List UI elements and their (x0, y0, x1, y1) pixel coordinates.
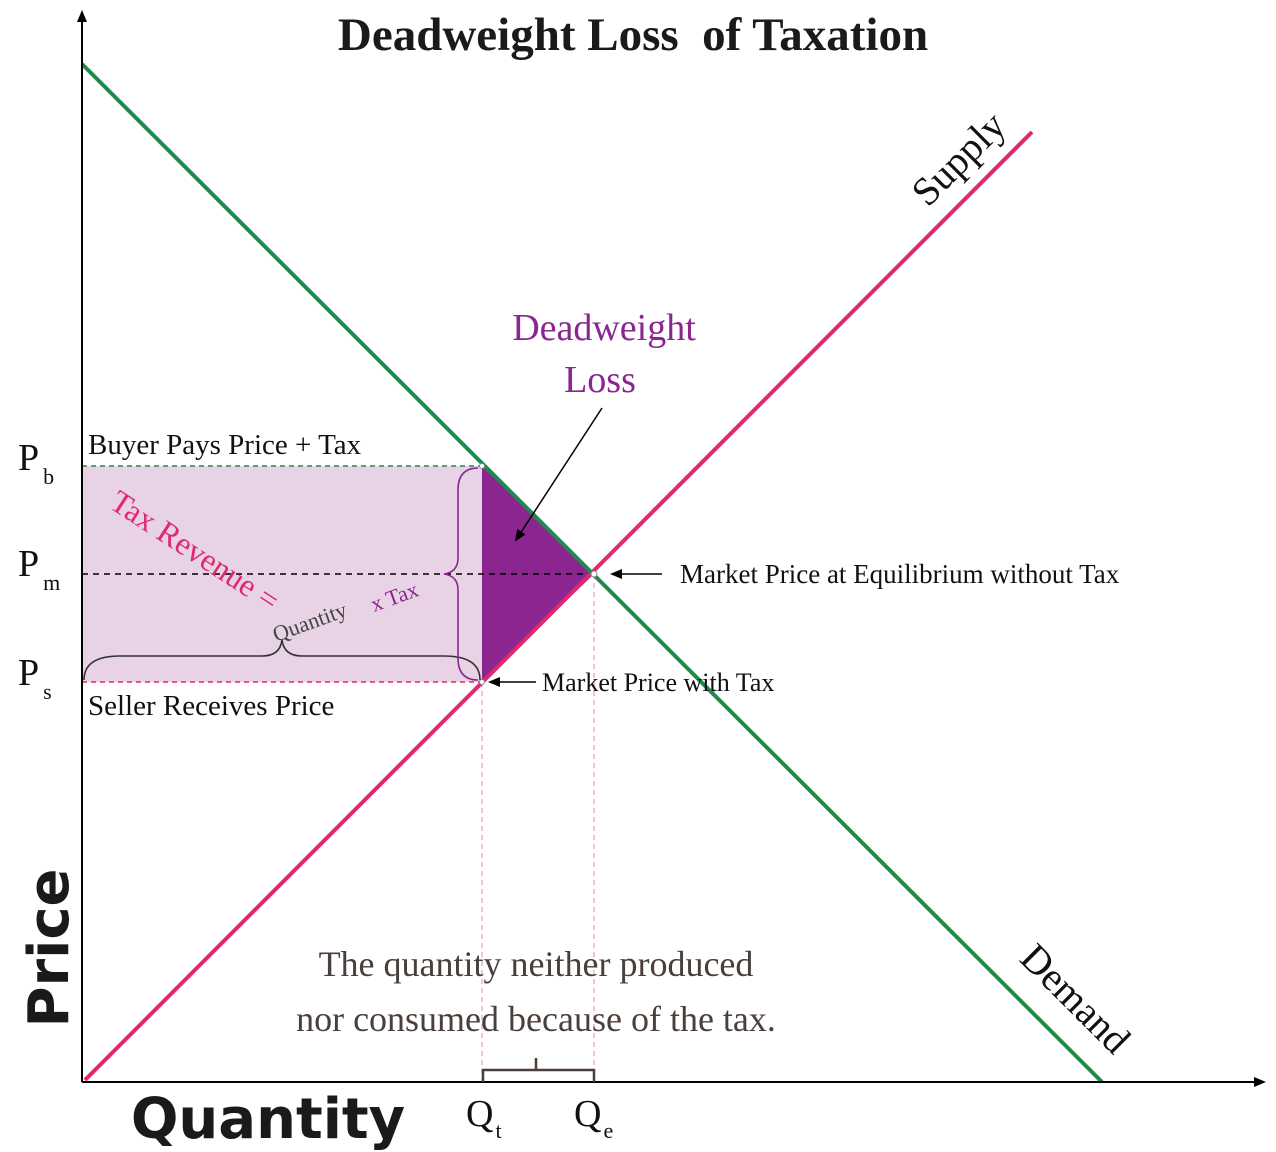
quantity-gap-bracket (481, 1058, 596, 1082)
qe-label-sub: e (603, 1118, 613, 1143)
chart-title: Deadweight Loss of Taxation (338, 9, 928, 61)
ps-point (479, 679, 485, 685)
market-price-equilibrium-label: Market Price at Equilibrium without Tax (680, 559, 1120, 589)
qt-label-sub: t (495, 1118, 501, 1143)
qt-label-main: Q (466, 1093, 493, 1135)
tax-brace (443, 467, 479, 681)
deadweight-label-line2: Loss (564, 359, 636, 401)
y-axis-label: Price (17, 868, 82, 1027)
deadweight-label-line1: Deadweight (512, 307, 696, 349)
x-axis-label: Quantity (131, 1087, 405, 1152)
note-line2: nor consumed because of the tax. (296, 999, 776, 1039)
demand-label: Demand (1012, 935, 1140, 1063)
pm-label-main: P (18, 543, 39, 585)
pb-point (479, 463, 485, 469)
supply-curve (83, 130, 1034, 1082)
pb-label-sub: b (43, 464, 54, 489)
quantity-brace (83, 639, 481, 681)
ps-label-sub: s (43, 679, 52, 704)
ps-label-main: P (18, 652, 39, 694)
seller-receives-label: Seller Receives Price (88, 690, 334, 722)
note-line1: The quantity neither produced (319, 944, 754, 984)
supply-label: Supply (902, 102, 1014, 214)
qe-label-main: Q (574, 1093, 601, 1135)
buyer-pays-label: Buyer Pays Price + Tax (88, 429, 362, 461)
qe-label: Qe (574, 1093, 613, 1143)
market-price-tax-label: Market Price with Tax (542, 668, 774, 697)
pb-label-main: P (18, 437, 39, 479)
pm-label-sub: m (43, 570, 60, 595)
deadweight-pointer-arrow (514, 407, 603, 542)
equilibrium-point (590, 570, 598, 578)
qt-label: Qt (466, 1093, 502, 1143)
